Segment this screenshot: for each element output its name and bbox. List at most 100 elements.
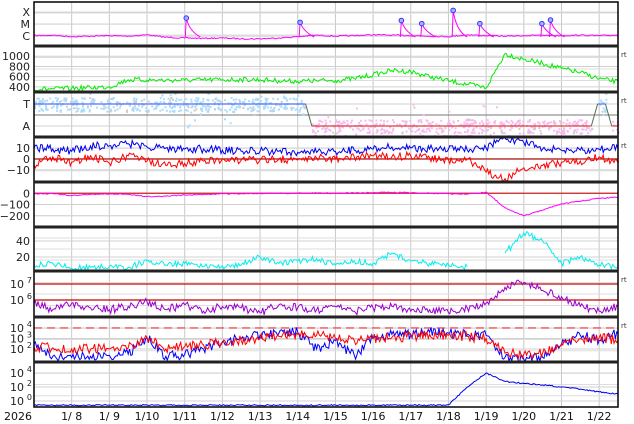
- sector-point: [572, 132, 575, 135]
- sector-point: [297, 94, 300, 97]
- sector-point: [165, 109, 168, 112]
- sector-point: [482, 122, 485, 125]
- sector-point: [153, 108, 156, 111]
- sector-point: [81, 105, 84, 108]
- sector-point: [510, 125, 513, 128]
- sector-point: [486, 123, 489, 126]
- sector-point: [510, 123, 513, 126]
- sector-point: [100, 107, 103, 110]
- y-tick-label: 0: [23, 153, 30, 166]
- sector-point: [39, 101, 42, 104]
- sector-point: [214, 101, 217, 104]
- sector-point: [226, 110, 229, 113]
- sector-point: [58, 101, 61, 104]
- sector-point: [66, 108, 69, 111]
- sector-point: [448, 110, 451, 113]
- sector-point: [207, 93, 210, 95]
- y-tick-exponent: 0: [27, 393, 32, 402]
- sector-point: [475, 126, 478, 129]
- sector-point: [187, 126, 190, 129]
- sector-point: [111, 98, 114, 101]
- sector-point: [169, 94, 172, 97]
- sector-point: [264, 103, 267, 106]
- sector-point: [231, 110, 234, 113]
- sector-point: [342, 120, 345, 123]
- tick-base: 10: [10, 278, 24, 291]
- sector-point: [337, 123, 340, 126]
- sector-point: [161, 108, 164, 111]
- sector-point: [230, 106, 233, 109]
- sector-point: [427, 122, 430, 125]
- sector-point: [509, 128, 512, 131]
- sector-point: [362, 128, 365, 131]
- sector-point: [184, 109, 187, 112]
- x-tick-label: 1/16: [361, 410, 386, 423]
- sector-point: [89, 93, 92, 95]
- sector-point: [415, 125, 418, 128]
- sector-point: [569, 127, 572, 130]
- sector-point: [356, 127, 359, 130]
- sector-point: [323, 131, 326, 134]
- tick-base: 10: [10, 367, 24, 380]
- sector-point: [335, 119, 338, 122]
- sector-point: [503, 123, 506, 126]
- sector-point: [582, 128, 585, 131]
- sector-point: [428, 127, 431, 130]
- y-tick-label: 10: [10, 294, 24, 307]
- sector-point: [339, 130, 342, 133]
- sector-point: [108, 97, 111, 100]
- x-tick-label: 1/22: [587, 410, 612, 423]
- sector-point: [527, 130, 530, 133]
- sector-point: [459, 131, 462, 134]
- sector-point: [317, 130, 320, 133]
- cyan-index-series-0: [33, 231, 619, 272]
- x-tick-label: 1/11: [172, 410, 197, 423]
- sector-point: [34, 100, 37, 103]
- sector-point: [409, 119, 412, 122]
- sector-point: [195, 104, 198, 107]
- sector-point: [516, 121, 519, 124]
- sector-point: [142, 103, 145, 106]
- sector-point: [518, 132, 521, 135]
- sector-point: [538, 127, 541, 130]
- sector-point: [265, 100, 268, 103]
- sector-point: [332, 131, 335, 134]
- sector-point: [109, 108, 112, 111]
- sector-point: [556, 130, 559, 133]
- sector-point: [553, 129, 556, 132]
- sector-point: [112, 106, 115, 109]
- x-tick-label: 1/17: [398, 410, 423, 423]
- sector-point: [435, 123, 438, 126]
- sector-point: [219, 100, 222, 103]
- sector-point: [321, 120, 324, 123]
- sector-point: [437, 132, 440, 135]
- y-tick-label: 1000: [2, 50, 30, 63]
- sector-point: [487, 126, 490, 129]
- sector-point: [558, 119, 561, 122]
- sector-point: [503, 132, 506, 135]
- sector-point: [480, 120, 483, 123]
- tick-base: 10: [10, 381, 24, 394]
- sector-point: [151, 105, 154, 108]
- x-tick-label: 1/13: [248, 410, 273, 423]
- sector-point: [392, 127, 395, 130]
- sector-point: [431, 121, 434, 124]
- sector-point: [543, 120, 546, 123]
- sector-point: [144, 110, 147, 113]
- sector-point: [71, 103, 74, 106]
- sector-point: [482, 124, 485, 127]
- sector-point: [541, 125, 544, 128]
- y-tick-exponent: 4: [27, 365, 32, 374]
- sector-point: [201, 107, 204, 110]
- sector-point: [169, 99, 172, 102]
- sector-point: [405, 130, 408, 133]
- sector-point: [52, 105, 55, 108]
- sector-point: [383, 129, 386, 132]
- sector-point: [276, 98, 279, 101]
- sector-point: [571, 123, 574, 126]
- sector-point: [108, 101, 111, 104]
- sector-point: [182, 101, 185, 104]
- sector-point: [191, 104, 194, 107]
- sector-point: [76, 101, 79, 104]
- sector-point: [179, 106, 182, 109]
